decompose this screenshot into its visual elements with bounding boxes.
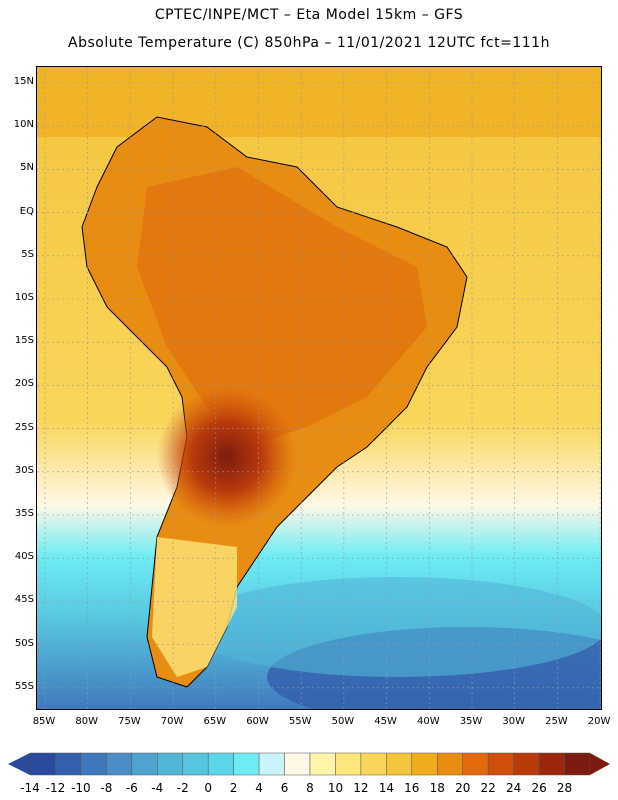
- south-cool-patch: [187, 577, 601, 677]
- colorbar-segment: [29, 752, 56, 776]
- lat-label: 55S: [14, 680, 34, 692]
- lon-label: 25W: [545, 716, 568, 727]
- colorbar-label: 22: [480, 781, 496, 795]
- lon-label: 35W: [459, 716, 483, 727]
- lat-label: 10S: [14, 292, 34, 303]
- colorbar-segment: [157, 752, 183, 776]
- colorbar-segment: [462, 752, 489, 776]
- colorbar-segment: [131, 752, 158, 776]
- colorbar-label: 26: [531, 781, 547, 795]
- colorbar-segment: [437, 752, 463, 776]
- colorbar-segment: [182, 752, 209, 776]
- lat-label: 35S: [14, 508, 34, 519]
- colorbar-label: 4: [255, 781, 263, 795]
- lon-label: 40W: [416, 716, 440, 727]
- colorbar-label: -14: [20, 781, 40, 795]
- north-warm-band: [37, 67, 601, 137]
- lon-label: 50W: [331, 716, 355, 727]
- colorbar-segment: [106, 752, 133, 776]
- lat-label: 50S: [14, 637, 34, 649]
- lon-label: 60W: [246, 716, 269, 727]
- colorbar-segment: [411, 752, 438, 776]
- graticule: [37, 67, 601, 709]
- colorbar-arrow-right: [590, 753, 610, 775]
- colorbar-segment: [309, 752, 336, 776]
- lon-label: 55W: [288, 716, 312, 727]
- colorbar-segment: [386, 752, 413, 776]
- lat-label: EQ: [19, 205, 34, 217]
- colorbar-label: 28: [556, 781, 573, 795]
- map-canvas: [37, 67, 601, 709]
- colorbar-label: 10: [327, 781, 344, 795]
- lat-label: 15N: [13, 76, 34, 87]
- colorbar-arrow-left: [8, 753, 30, 775]
- colorbar-segment: [513, 752, 540, 776]
- lat-label: 15S: [14, 335, 34, 347]
- lat-label: 30S: [14, 464, 34, 476]
- colorbar-label: 6: [280, 781, 289, 795]
- colorbar-label: 16: [404, 781, 420, 795]
- lon-label: 20W: [587, 716, 611, 727]
- colorbar-label: 12: [353, 781, 369, 795]
- colorbar-label: 24: [505, 781, 522, 795]
- lon-label: 65W: [203, 716, 227, 727]
- lat-label: 20S: [14, 378, 34, 390]
- lat-label: 5N: [20, 162, 34, 174]
- lat-label: 10N: [13, 119, 34, 131]
- colorbar-segment: [233, 752, 260, 776]
- lat-label: 5S: [21, 248, 34, 260]
- colorbar-segment: [538, 752, 565, 776]
- colorbar-label: 2: [229, 781, 238, 795]
- colorbar-label: -10: [71, 781, 91, 795]
- colorbar-segment: [335, 752, 362, 776]
- colorbar-label: -4: [151, 781, 164, 795]
- colorbar-label: -6: [125, 781, 138, 795]
- colorbar-segment: [487, 752, 514, 776]
- colorbar-segment: [564, 752, 591, 776]
- title-line-2: Absolute Temperature (C) 850hPa – 11/01/…: [68, 35, 550, 51]
- colorbar-label: -2: [176, 781, 189, 795]
- colorbar-label: -12: [45, 781, 66, 795]
- colorbar-label: 0: [204, 781, 212, 795]
- colorbar-label: 8: [306, 781, 314, 795]
- lon-label: 85W: [32, 716, 56, 727]
- colorbar-label: -8: [100, 781, 113, 795]
- lon-label: 80W: [75, 716, 98, 727]
- lon-label: 30W: [502, 716, 525, 727]
- lat-label: 45S: [14, 594, 34, 606]
- colorbar-segment: [207, 752, 234, 776]
- colorbar-label: 18: [429, 781, 445, 795]
- hot-spot: [157, 387, 297, 527]
- lat-label: 40S: [14, 551, 34, 563]
- lat-label: 25S: [14, 421, 34, 433]
- colorbar-label: 14: [378, 781, 394, 795]
- colorbar-segment: [360, 752, 387, 776]
- colorbar-segment: [258, 752, 285, 776]
- colorbar: [8, 752, 610, 776]
- colorbar-segment: [284, 752, 311, 776]
- colorbar-segment: [55, 752, 82, 776]
- lon-label: 70W: [160, 716, 184, 727]
- lon-label: 75W: [118, 716, 141, 727]
- lon-label: 45W: [374, 716, 397, 727]
- interior-warm-region: [137, 167, 427, 447]
- temperature-map: [36, 66, 602, 710]
- colorbar-segment: [80, 752, 107, 776]
- colorbar-label: 20: [455, 781, 471, 795]
- title-line-1: CPTEC/INPE/MCT – Eta Model 15km – GFS: [154, 7, 464, 23]
